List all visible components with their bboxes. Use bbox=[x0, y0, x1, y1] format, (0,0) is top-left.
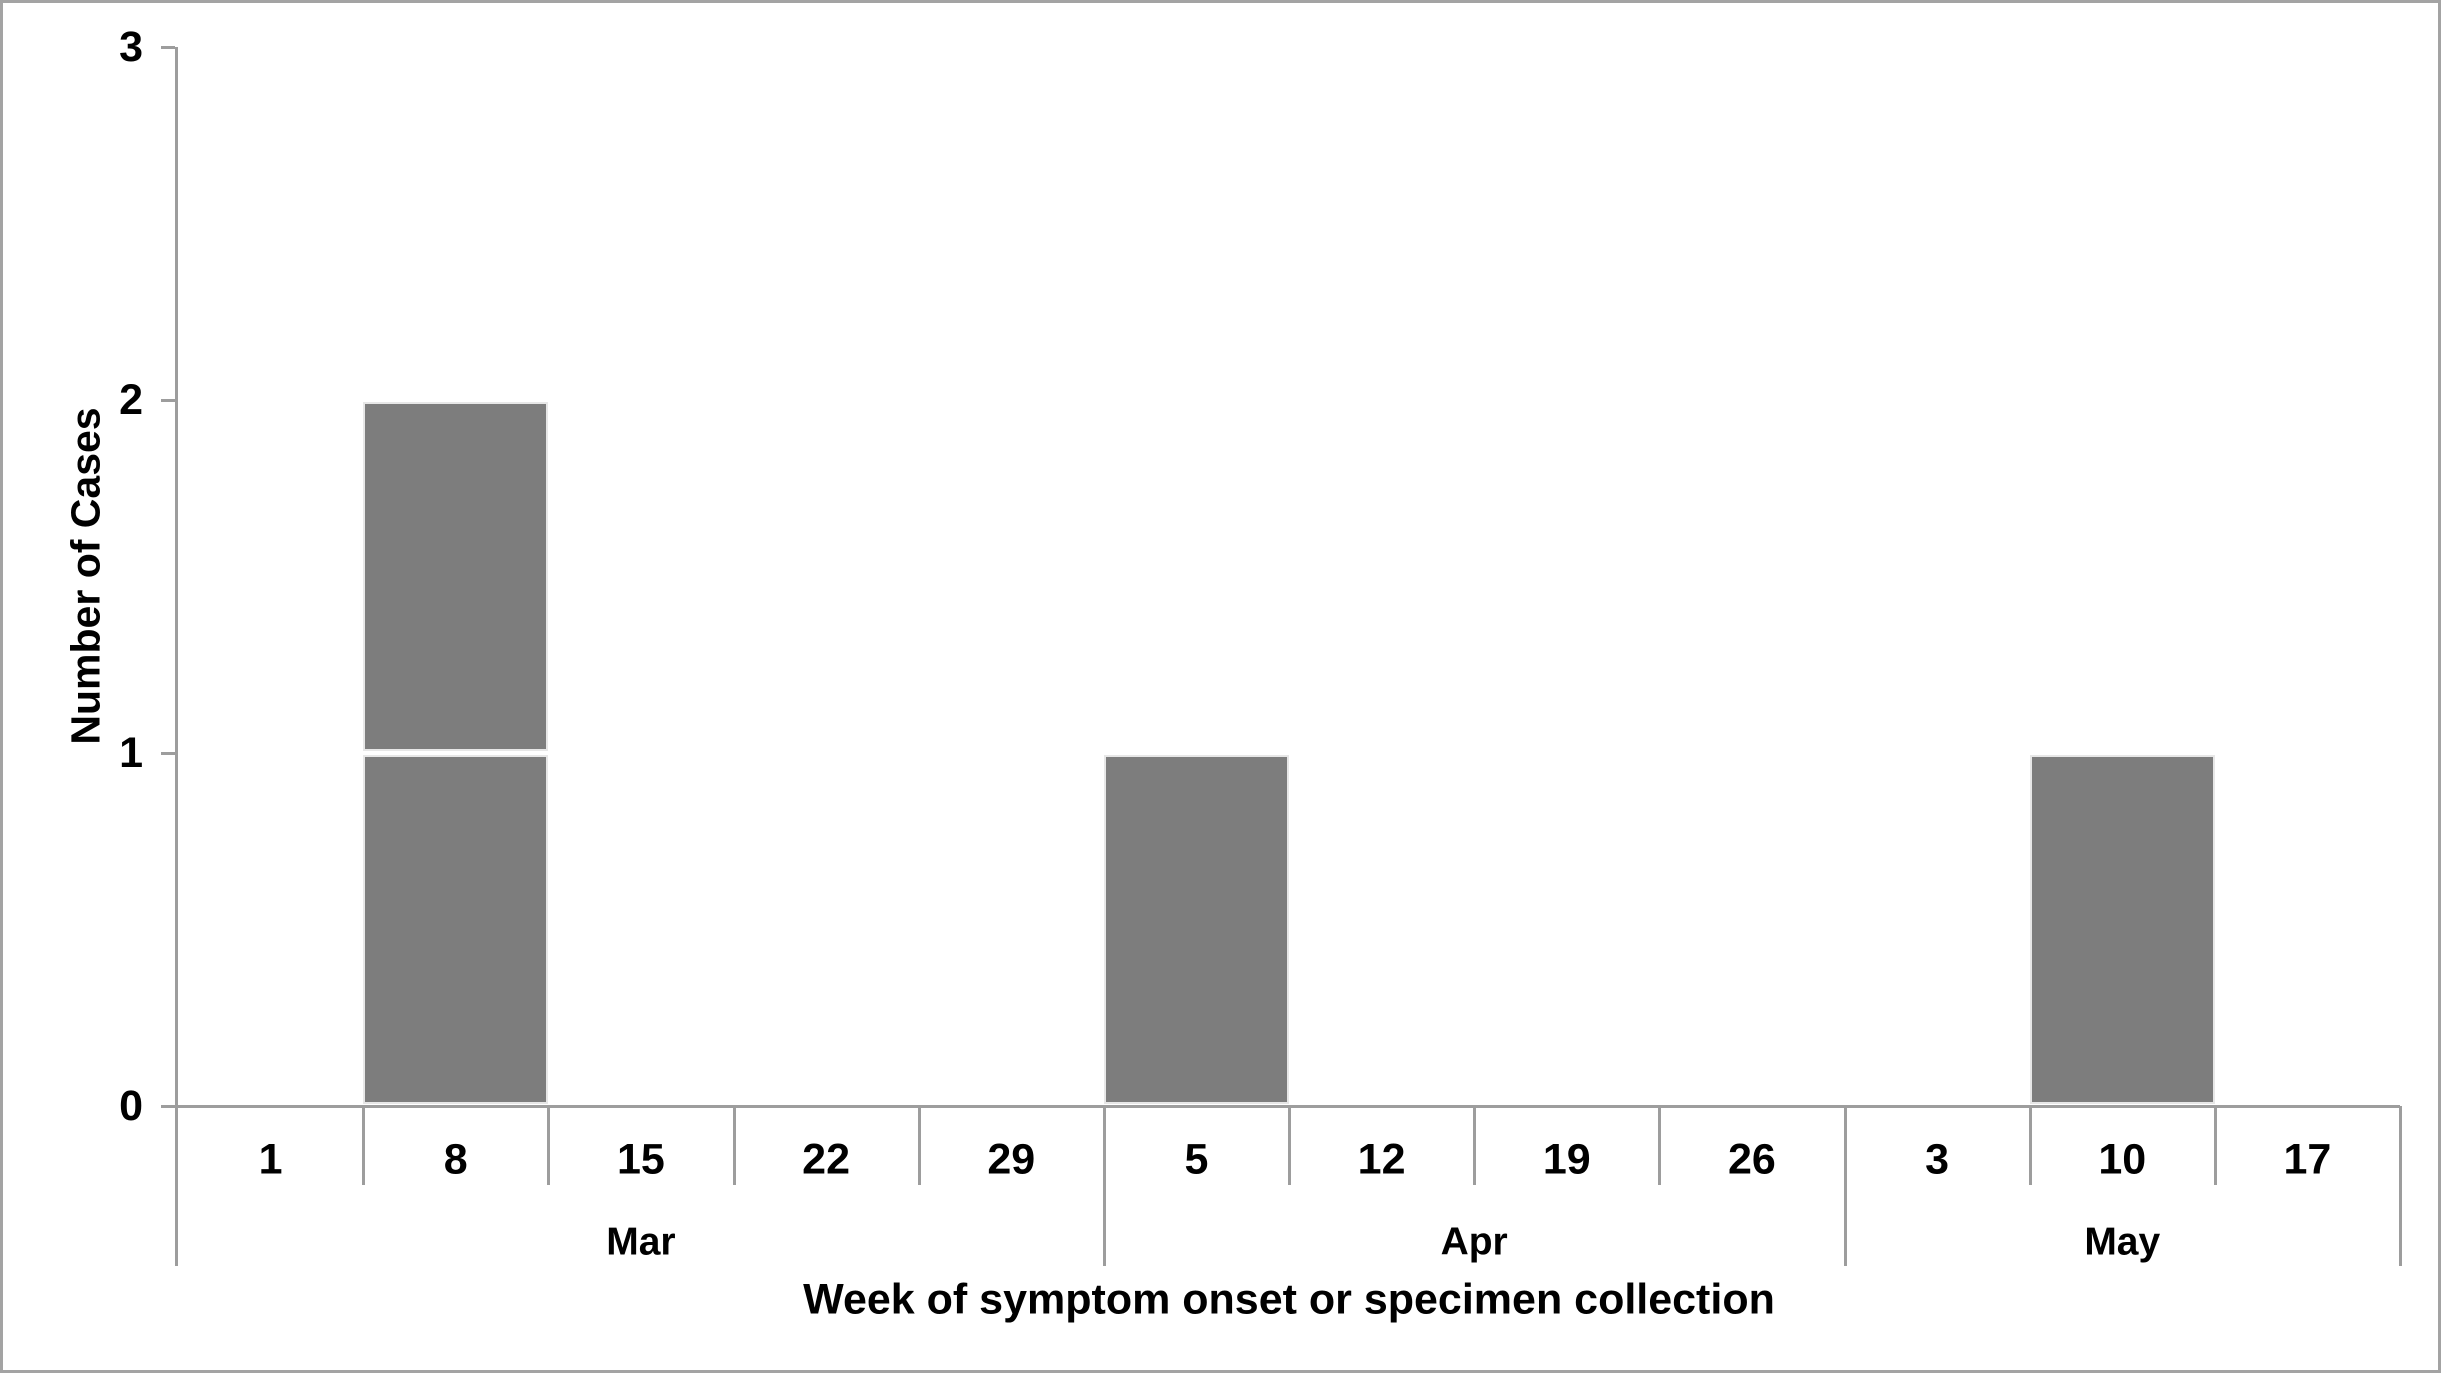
week-separator-tick bbox=[1288, 1106, 1291, 1185]
month-separator-line bbox=[1102, 1106, 1106, 1266]
week-separator-tick bbox=[362, 1106, 366, 1185]
case-bar-segment bbox=[2029, 755, 2215, 1104]
y-tick-label: 1 bbox=[119, 729, 143, 777]
plot-area: 0 1 2 3 Mar Apr May 1 8 15 22 29 5 12 19 26 3 10 17 bbox=[3, 3, 2438, 1370]
x-week-label: 12 bbox=[1357, 1135, 1406, 1184]
week-separator-tick bbox=[732, 1106, 736, 1185]
x-week-label: 3 bbox=[1925, 1135, 1950, 1184]
x-week-label: 8 bbox=[443, 1135, 468, 1184]
case-bar-segment bbox=[1103, 755, 1289, 1104]
month-separator-line bbox=[1843, 1106, 1847, 1266]
case-bar-segment bbox=[363, 402, 549, 751]
month-separator-line bbox=[2399, 1106, 2402, 1266]
y-tick-label: 0 bbox=[119, 1082, 143, 1130]
x-week-label: 17 bbox=[2283, 1135, 2332, 1184]
y-axis-tick bbox=[161, 399, 175, 402]
week-separator-tick bbox=[2213, 1106, 2217, 1185]
week-separator-tick bbox=[1658, 1106, 1662, 1185]
case-bar-segment bbox=[363, 755, 549, 1104]
x-month-label: May bbox=[2084, 1220, 2161, 1264]
x-month-label: Apr bbox=[1440, 1220, 1508, 1264]
x-month-label: Mar bbox=[606, 1220, 676, 1264]
x-week-label: 29 bbox=[987, 1135, 1036, 1184]
y-axis-line bbox=[175, 47, 178, 1266]
x-axis-title: Week of symptom onset or specimen collec… bbox=[803, 1275, 1775, 1324]
y-axis-tick bbox=[161, 752, 175, 755]
x-week-label: 19 bbox=[1542, 1135, 1591, 1184]
week-separator-tick bbox=[547, 1106, 551, 1185]
x-week-label: 26 bbox=[1727, 1135, 1776, 1184]
week-separator-tick bbox=[917, 1106, 921, 1185]
x-week-label: 5 bbox=[1184, 1135, 1209, 1184]
x-week-label: 15 bbox=[616, 1135, 665, 1184]
week-separator-tick bbox=[1473, 1106, 1477, 1185]
x-week-label: 22 bbox=[802, 1135, 850, 1184]
y-axis-tick bbox=[161, 1105, 175, 1108]
y-tick-label: 3 bbox=[119, 23, 143, 71]
y-axis-tick bbox=[161, 46, 175, 49]
week-separator-tick bbox=[2028, 1106, 2032, 1185]
y-tick-label: 2 bbox=[119, 376, 143, 424]
x-week-label: 1 bbox=[258, 1135, 283, 1184]
x-week-label: 10 bbox=[2098, 1135, 2147, 1184]
